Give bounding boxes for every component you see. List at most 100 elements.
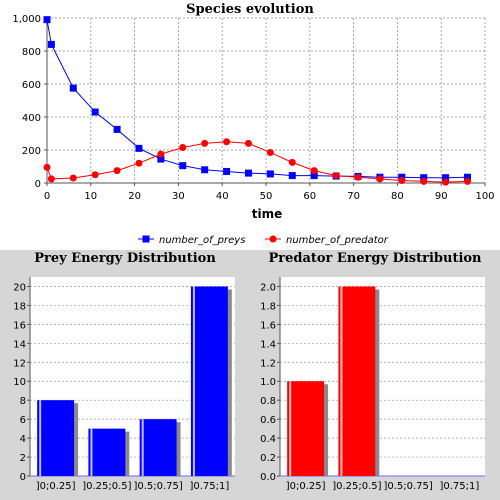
data-point-number_of_predator (332, 172, 340, 180)
data-point-number_of_predator (376, 175, 384, 183)
data-point-number_of_preys (223, 167, 231, 175)
data-point-number_of_predator (69, 174, 77, 182)
predator-category-label: ]0.75;1] (439, 481, 479, 492)
line-chart-xlabel: time (252, 207, 283, 221)
data-point-number_of_preys (420, 174, 428, 182)
data-point-number_of_preys (69, 84, 77, 92)
data-point-number_of_predator (266, 148, 274, 156)
x-tick-label: 50 (260, 191, 273, 202)
x-tick-label: 100 (475, 191, 494, 202)
data-point-number_of_predator (47, 175, 55, 183)
data-point-number_of_predator (420, 177, 428, 185)
line-chart-title: Species evolution (186, 2, 314, 17)
data-point-number_of_preys (91, 108, 99, 116)
data-point-number_of_preys (288, 172, 296, 180)
prey-bar (37, 400, 75, 476)
data-point-number_of_preys (43, 16, 51, 24)
data-point-number_of_preys (244, 169, 252, 177)
prey-bar-highlight (90, 428, 93, 476)
data-point-number_of_preys (201, 166, 209, 174)
prey-category-label: ]0;0.25] (36, 481, 76, 492)
legend-label-number_of_preys: number_of_preys (159, 235, 245, 246)
predator-y-tick-label: 0.0 (260, 472, 276, 483)
data-point-number_of_predator (463, 177, 471, 185)
x-tick-label: 20 (128, 191, 141, 202)
predator-y-tick-label: 1.2 (260, 358, 276, 369)
prey-plot-area: 0 2 4 6 8 10 12 14 16 18 20]0;0.25]]0.25;0.5]]0.5;… (13, 277, 235, 492)
data-point-number_of_preys (463, 173, 471, 181)
prey-bar (190, 286, 228, 476)
predator-y-tick-label: 2.0 (260, 282, 276, 293)
x-tick-label: 30 (172, 191, 185, 202)
data-point-number_of_preys (135, 144, 143, 152)
predator-y-tick-label: 1.0 (260, 377, 276, 388)
predator-y-tick-label: 0.8 (260, 396, 276, 407)
prey-y-tick-label: 20 (13, 282, 26, 293)
prey-bar (88, 428, 126, 476)
predator-y-tick-label: 1.6 (260, 320, 276, 331)
x-tick-label: 40 (216, 191, 229, 202)
data-point-number_of_preys (442, 174, 450, 182)
predator-chart-title: Predator Energy Distribution (268, 251, 482, 266)
prey-y-tick-label: 8 (20, 396, 26, 407)
prey-y-tick-label: 0 (20, 472, 26, 483)
predator-category-label: ]0;0.25] (286, 481, 326, 492)
data-point-number_of_predator (91, 171, 99, 179)
data-point-number_of_predator (223, 138, 231, 146)
prey-chart-title: Prey Energy Distribution (34, 251, 216, 266)
legend-label-number_of_predator: number_of_predator (286, 235, 389, 246)
prey-y-tick-label: 4 (20, 434, 26, 445)
line-chart-legend: number_of_preys number_of_predator (138, 235, 389, 246)
data-point-number_of_predator (398, 177, 406, 185)
predator-y-tick-label: 0.6 (260, 415, 276, 426)
prey-bar-highlight (141, 419, 144, 476)
predator-energy-chart: Predator Energy Distribution 0.00.20.40.… (250, 250, 500, 500)
predator-category-label: ]0.25;0.5] (332, 481, 381, 492)
y-tick-label: 200 (22, 146, 41, 157)
data-point-number_of_predator (310, 167, 318, 175)
prey-category-label: ]0.75;1] (189, 481, 229, 492)
prey-bar (139, 419, 177, 476)
y-tick-label: 1,000 (12, 14, 41, 25)
data-point-number_of_predator (442, 178, 450, 186)
x-tick-label: 70 (347, 191, 360, 202)
species-evolution-chart: Species evolution 0 10 20 30 40 50 60 70 80 90 100… (12, 2, 495, 246)
predator-y-tick-label: 1.8 (260, 301, 276, 312)
predator-bar-highlight (289, 381, 292, 476)
data-point-number_of_predator (288, 158, 296, 166)
prey-bar-highlight (39, 400, 42, 476)
prey-category-label: ]0.5;0.75] (133, 481, 182, 492)
prey-y-tick-label: 2 (20, 453, 26, 464)
data-point-number_of_preys (310, 172, 318, 180)
data-point-number_of_predator (135, 159, 143, 167)
data-point-number_of_preys (113, 125, 121, 133)
predator-y-tick-label: 1.4 (260, 339, 276, 350)
x-tick-label: 10 (84, 191, 97, 202)
legend-marker-number_of_predator (269, 235, 277, 243)
predator-bar (338, 286, 376, 476)
data-point-number_of_preys (179, 162, 187, 170)
data-point-number_of_predator (179, 144, 187, 152)
data-point-number_of_predator (354, 173, 362, 181)
prey-energy-chart: Prey Energy Distribution 0 2 4 6 8 10 12 14 16 18… (0, 250, 250, 500)
data-point-number_of_preys (47, 40, 55, 48)
data-point-number_of_preys (266, 170, 274, 178)
predator-category-label: ]0.5;0.75] (383, 481, 432, 492)
y-tick-label: 600 (22, 80, 41, 91)
prey-y-tick-label: 18 (13, 301, 26, 312)
x-tick-label: 80 (391, 191, 404, 202)
prey-y-tick-label: 12 (13, 358, 26, 369)
legend-marker-number_of_preys (142, 235, 150, 243)
predator-y-tick-label: 0.4 (260, 434, 276, 445)
predator-y-tick-label: 0.2 (260, 453, 276, 464)
data-point-number_of_predator (244, 139, 252, 147)
data-point-number_of_predator (157, 150, 165, 158)
prey-y-tick-label: 6 (20, 415, 26, 426)
y-tick-label: 400 (22, 113, 41, 124)
line-plot-area: 0 10 20 30 40 50 60 70 80 90 100 0 200 400 600 800 1,000 (12, 14, 494, 202)
prey-y-tick-label: 16 (13, 320, 26, 331)
x-tick-label: 0 (44, 191, 50, 202)
predator-plot-area: 0.0 0.2 0.4 0.6 0.8 1.0 1.2 1.4 1.6 1.8 2.0 ]0;0.25… (260, 277, 485, 492)
x-tick-label: 60 (303, 191, 316, 202)
predator-bar-highlight (340, 286, 343, 476)
